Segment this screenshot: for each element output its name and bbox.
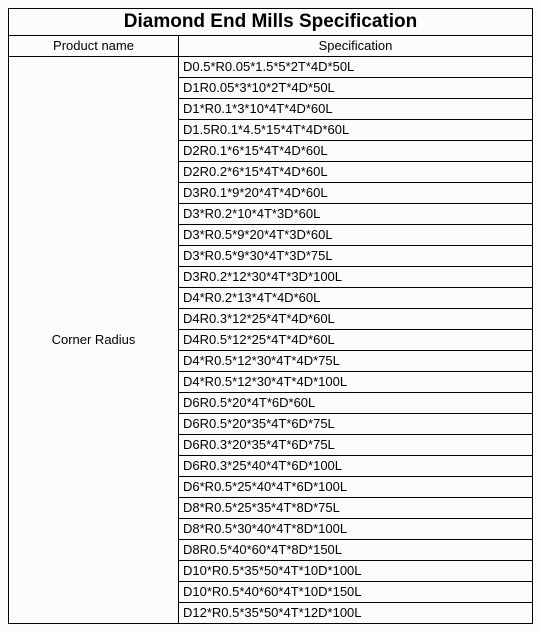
col-header-product-name: Product name xyxy=(9,36,179,57)
spec-cell: D8*R0.5*25*35*4T*8D*75L xyxy=(179,498,533,519)
spec-cell: D8R0.5*40*60*4T*8D*150L xyxy=(179,540,533,561)
spec-cell: D6R0.5*20*35*4T*6D*75L xyxy=(179,414,533,435)
spec-cell: D4*R0.5*12*30*4T*4D*100L xyxy=(179,372,533,393)
spec-cell: D2R0.2*6*15*4T*4D*60L xyxy=(179,162,533,183)
spec-cell: D3R0.1*9*20*4T*4D*60L xyxy=(179,183,533,204)
spec-cell: D0.5*R0.05*1.5*5*2T*4D*50L xyxy=(179,57,533,78)
spec-cell: D4*R0.2*13*4T*4D*60L xyxy=(179,288,533,309)
spec-cell: D3*R0.5*9*30*4T*3D*75L xyxy=(179,246,533,267)
spec-cell: D10*R0.5*40*60*4T*10D*150L xyxy=(179,582,533,603)
table-title: Diamond End Mills Specification xyxy=(9,9,533,36)
title-row: Diamond End Mills Specification xyxy=(9,9,533,36)
spec-cell: D6*R0.5*25*40*4T*6D*100L xyxy=(179,477,533,498)
col-header-specification: Specification xyxy=(179,36,533,57)
spec-cell: D4R0.3*12*25*4T*4D*60L xyxy=(179,309,533,330)
spec-cell: D6R0.5*20*4T*6D*60L xyxy=(179,393,533,414)
spec-table: Diamond End Mills Specification Product … xyxy=(8,8,533,624)
spec-cell: D2R0.1*6*15*4T*4D*60L xyxy=(179,141,533,162)
group-label: Corner Radius xyxy=(9,57,179,624)
spec-cell: D4*R0.5*12*30*4T*4D*75L xyxy=(179,351,533,372)
spec-cell: D1R0.05*3*10*2T*4D*50L xyxy=(179,78,533,99)
spec-cell: D3R0.2*12*30*4T*3D*100L xyxy=(179,267,533,288)
spec-cell: D10*R0.5*35*50*4T*10D*100L xyxy=(179,561,533,582)
spec-cell: D1.5R0.1*4.5*15*4T*4D*60L xyxy=(179,120,533,141)
spec-cell: D8*R0.5*30*40*4T*8D*100L xyxy=(179,519,533,540)
table-row: Corner RadiusD0.5*R0.05*1.5*5*2T*4D*50L xyxy=(9,57,533,78)
spec-cell: D12*R0.5*35*50*4T*12D*100L xyxy=(179,603,533,624)
spec-cell: D3*R0.5*9*20*4T*3D*60L xyxy=(179,225,533,246)
spec-cell: D6R0.3*20*35*4T*6D*75L xyxy=(179,435,533,456)
spec-cell: D6R0.3*25*40*4T*6D*100L xyxy=(179,456,533,477)
spec-cell: D3*R0.2*10*4T*3D*60L xyxy=(179,204,533,225)
spec-cell: D1*R0.1*3*10*4T*4D*60L xyxy=(179,99,533,120)
spec-cell: D4R0.5*12*25*4T*4D*60L xyxy=(179,330,533,351)
header-row: Product name Specification xyxy=(9,36,533,57)
table-container: Diamond End Mills Specification Product … xyxy=(8,8,533,624)
